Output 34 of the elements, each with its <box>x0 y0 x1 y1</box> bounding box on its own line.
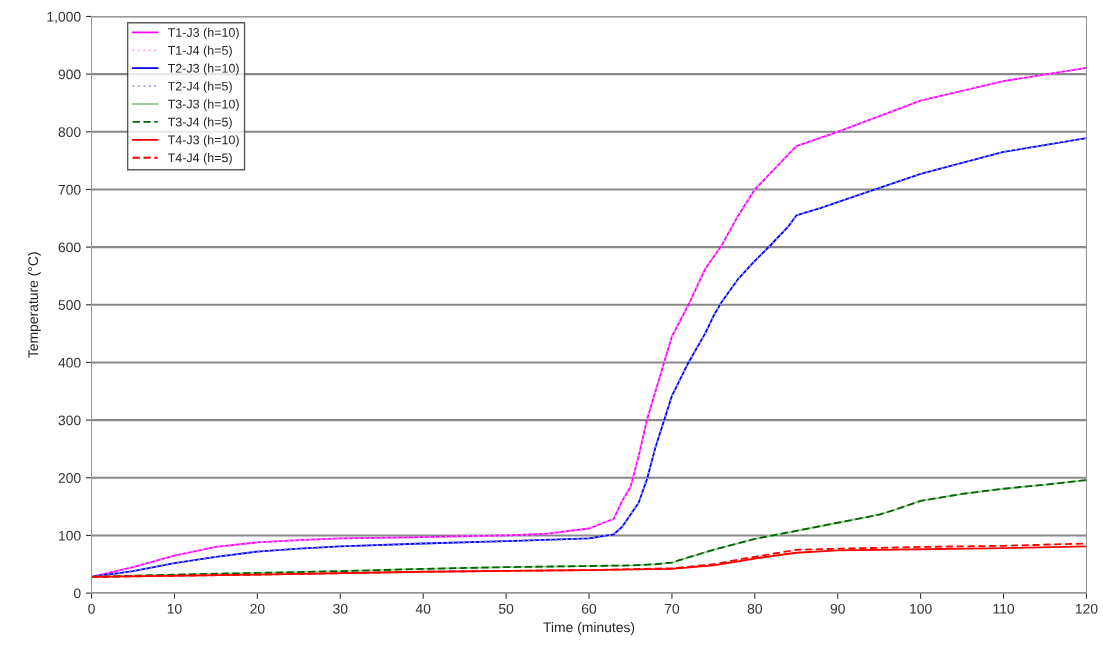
x-tick-label: 10 <box>167 603 182 614</box>
x-tick-label: 40 <box>415 603 431 614</box>
legend-label: T2-J3 (h=10) <box>167 63 239 76</box>
legend-label: T4-J4 (h=5) <box>167 153 232 165</box>
x-tick-label: 120 <box>1075 603 1098 614</box>
y-axis-title: Temperature (°C) <box>27 252 41 358</box>
x-tick-label: 20 <box>250 603 265 614</box>
legend-label: T3-J3 (h=10) <box>167 99 239 111</box>
x-tick-label: 60 <box>581 603 597 614</box>
y-tick-label: 900 <box>58 69 81 80</box>
y-tick-label: 600 <box>58 242 81 253</box>
legend-label: T1-J3 (h=10) <box>167 27 239 40</box>
y-tick-label: 400 <box>58 357 81 368</box>
x-tick-label: 70 <box>664 603 680 614</box>
y-tick-label: 800 <box>58 127 81 137</box>
x-tick-label: 50 <box>498 603 514 614</box>
x-tick-label: 80 <box>747 603 762 614</box>
legend-label: T2-J4 (h=5) <box>167 81 232 94</box>
x-axis-title: Time (minutes) <box>543 622 635 635</box>
x-tick-label: 90 <box>830 603 845 614</box>
y-tick-label: 0 <box>73 588 81 599</box>
x-tick-label: 0 <box>88 603 95 614</box>
y-tick-label: 1,000 <box>47 11 81 24</box>
y-tick-label: 300 <box>58 415 81 426</box>
legend-label: T3-J4 (h=5) <box>167 117 232 129</box>
y-tick-label: 700 <box>58 184 81 195</box>
x-tick-label: 30 <box>333 603 348 614</box>
y-tick-label: 500 <box>58 300 81 310</box>
legend-label: T1-J4 (h=5) <box>167 45 232 58</box>
x-tick-label: 110 <box>993 603 1015 614</box>
x-tick-label: 100 <box>910 603 932 614</box>
y-tick-label: 200 <box>58 473 81 483</box>
legend-label: T4-J3 (h=10) <box>167 135 239 147</box>
y-tick-label: 100 <box>59 530 81 541</box>
